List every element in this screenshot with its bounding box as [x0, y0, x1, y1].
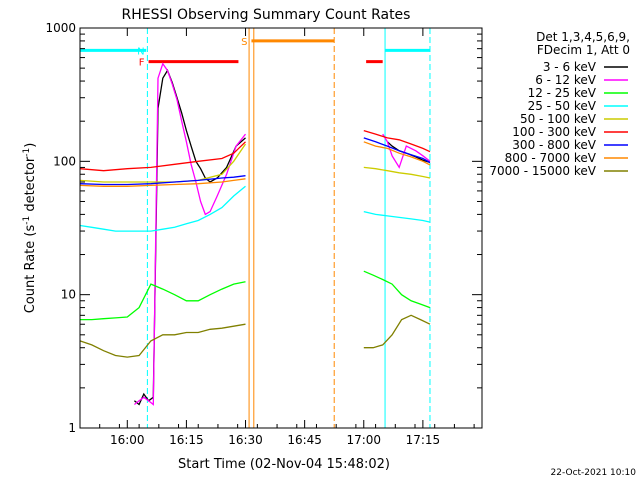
legend-item-label: 25 - 50 keV	[528, 99, 597, 113]
series-line-8	[79, 323, 246, 358]
state-marker-label: N	[137, 46, 144, 57]
y-axis-label-sup1: -1	[22, 216, 32, 225]
y-axis-ticks: 1 10 100 1000	[45, 21, 482, 435]
series-line-5-segment-2	[363, 129, 431, 153]
y-axis-label-main: Count Rate (s	[23, 225, 38, 314]
plot-frame	[79, 27, 483, 429]
y-axis-label-end: )	[23, 143, 38, 148]
y-tick-label: 1000	[45, 21, 76, 35]
series-line-3-segment-2	[363, 210, 431, 223]
series-line-7	[79, 178, 246, 187]
x-tick-label: 16:00	[110, 433, 145, 447]
series-line-5	[79, 141, 246, 172]
legend-item-label: 100 - 300 keV	[512, 125, 596, 139]
y-tick-label: 1	[68, 421, 76, 435]
legend-item-label: 300 - 800 keV	[512, 138, 596, 152]
series-line-3	[79, 185, 246, 232]
instrument-state-markers: FN S	[80, 37, 430, 69]
series-lines	[79, 62, 431, 406]
chart-title: RHESSI Observing Summary Count Rates	[122, 7, 411, 23]
series-line-8-segment-2	[363, 314, 431, 349]
series-line-2	[80, 281, 246, 321]
legend-header-line-1: Det 1,3,4,5,6,9,	[536, 30, 630, 44]
x-tick-label: 16:30	[228, 433, 263, 447]
x-axis-label: Start Time (02-Nov-04 15:48:02)	[178, 457, 390, 472]
x-axis-ticks: 16:00 16:15 16:30 16:45 17:00 17:15	[79, 28, 475, 447]
series-line-1	[133, 62, 247, 406]
state-marker-label: S	[241, 37, 247, 48]
series-line-2-segment-2	[363, 270, 431, 309]
y-axis-label: Count Rate (s-1 detector-1)	[22, 143, 38, 314]
x-tick-label: 16:15	[169, 433, 204, 447]
series-line-6	[79, 175, 246, 186]
legend-item-label: 12 - 25 keV	[528, 86, 597, 100]
footer-date: 22-Oct-2021 10:10	[551, 468, 637, 478]
y-axis-label-sup2: -1	[22, 148, 32, 157]
x-tick-label: 16:45	[287, 433, 322, 447]
series-line-1-segment-2	[382, 133, 431, 169]
state-marker-label: F	[139, 58, 145, 69]
legend-item-label: 50 - 100 keV	[520, 112, 597, 126]
legend-item-label: 800 - 7000 keV	[505, 151, 597, 165]
series-line-4-segment-2	[363, 166, 431, 179]
instrument-state-lines	[79, 28, 431, 428]
series-line-7-segment-2	[363, 141, 431, 166]
series-line-4	[79, 143, 247, 183]
legend-header-line-2: FDecim 1, Att 0	[537, 43, 630, 57]
y-tick-label: 10	[61, 288, 76, 302]
series-line-6-segment-2	[363, 137, 431, 164]
legend-item-label: 7000 - 15000 keV	[489, 164, 596, 178]
x-tick-label: 17:00	[346, 433, 381, 447]
y-tick-label: 100	[53, 154, 76, 168]
series-line-0	[133, 69, 246, 406]
legend-item-label: 6 - 12 keV	[535, 73, 597, 87]
y-axis-label-mid: detector	[23, 156, 38, 216]
x-tick-label: 17:15	[406, 433, 441, 447]
legend-item-label: 3 - 6 keV	[543, 60, 597, 74]
